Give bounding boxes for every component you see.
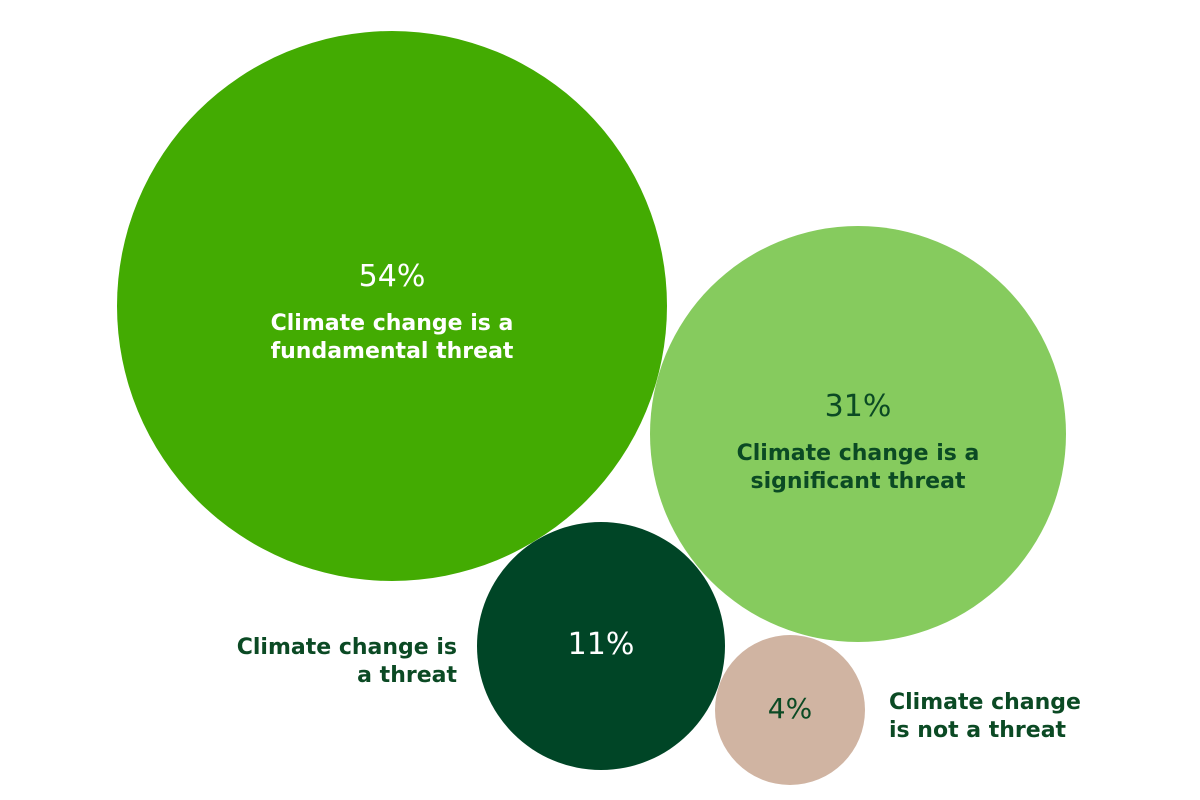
bubble-label-fundamental: Climate change is a fundamental threat — [271, 311, 514, 364]
bubble-label-line: Climate change is a — [271, 311, 514, 336]
bubble-label-significant: Climate change is a significant threat — [737, 441, 980, 494]
bubble-value-not-threat: 4% — [768, 692, 812, 725]
bubble-value-threat: 11% — [568, 627, 635, 662]
bubble-label-not-threat: Climate change is not a threat — [889, 690, 1081, 743]
bubble-label-line: significant threat — [751, 469, 966, 494]
bubble-not-threat — [715, 635, 865, 785]
bubble-threat — [477, 522, 725, 770]
bubble-value-significant: 31% — [825, 389, 892, 424]
bubble-label-line: a threat — [357, 663, 457, 688]
bubble-label-line: Climate change — [889, 690, 1081, 715]
bubble-label-line: Climate change is a — [737, 441, 980, 466]
bubble-value-fundamental: 54% — [359, 259, 426, 294]
bubble-label-threat: Climate change is a threat — [237, 635, 458, 688]
bubble-label-line: Climate change is — [237, 635, 457, 660]
bubble-significant — [650, 226, 1066, 642]
bubble-label-line: is not a threat — [889, 718, 1067, 743]
bubble-label-line: fundamental threat — [271, 339, 514, 364]
bubble-fundamental — [117, 31, 667, 581]
